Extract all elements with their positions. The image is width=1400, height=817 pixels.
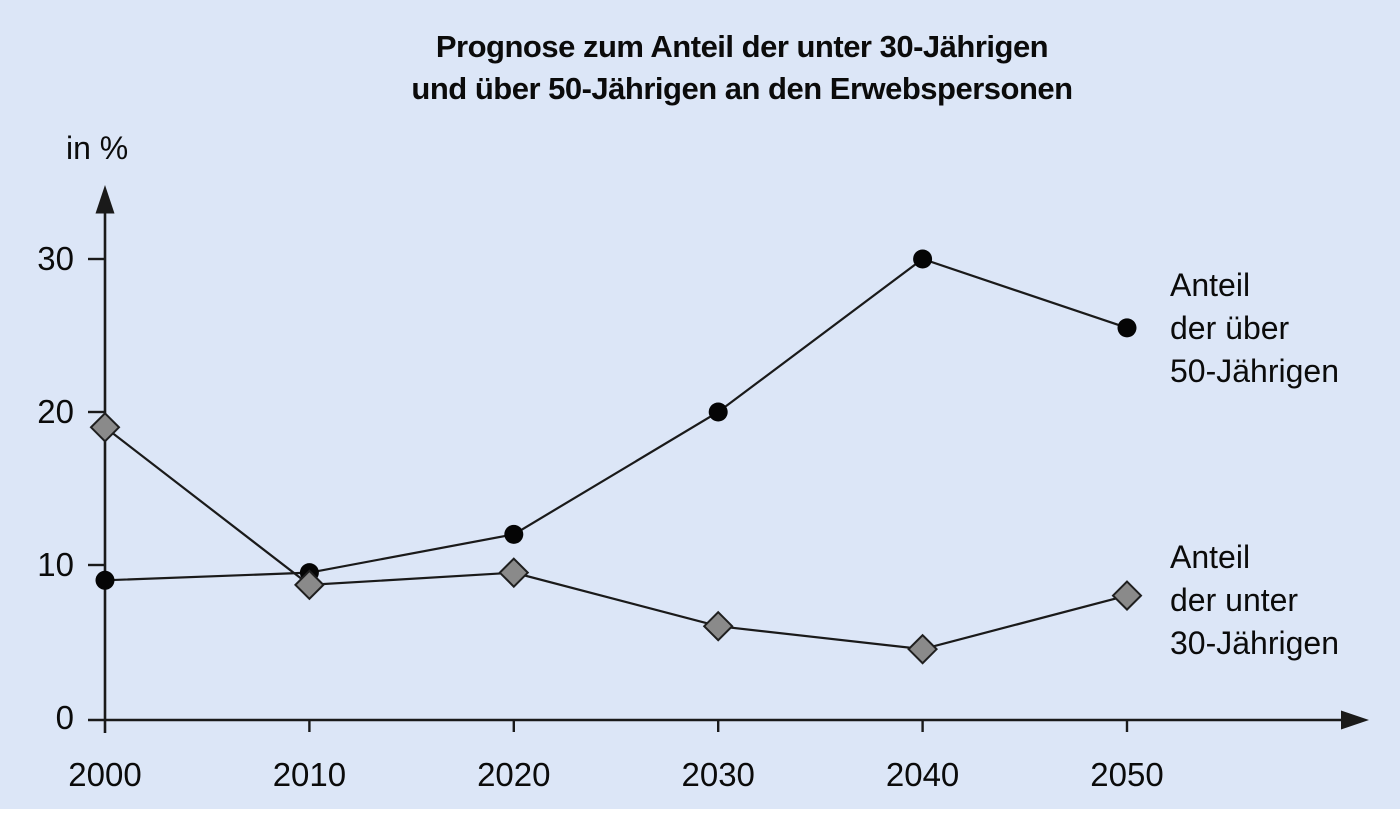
series-line-circle xyxy=(104,257,1128,582)
x-tick-label: 2030 xyxy=(681,756,754,793)
data-point-diamond xyxy=(1111,580,1143,612)
series-label-under30: Anteil der unter 30-Jährigen xyxy=(1170,536,1339,665)
y-axis-unit-label: in % xyxy=(66,130,129,166)
series-label-over50: Anteil der über 50-Jährigen xyxy=(1170,264,1339,393)
data-point-diamond xyxy=(498,557,530,589)
y-tick-label: 10 xyxy=(37,546,74,583)
series-label-over50-line2: der über xyxy=(1170,310,1290,346)
y-tick-label: 20 xyxy=(37,393,74,430)
data-point-circle xyxy=(1117,318,1137,338)
y-axis-arrow-icon xyxy=(95,185,115,214)
data-point-circle xyxy=(913,249,933,269)
data-point-circle xyxy=(708,402,728,422)
series-label-under30-line1: Anteil xyxy=(1170,539,1251,575)
series-label-over50-line3: 50-Jährigen xyxy=(1170,353,1339,389)
chart-title: Prognose zum Anteil der unter 30-Jährige… xyxy=(370,26,1114,110)
series-label-under30-line2: der unter xyxy=(1170,582,1299,618)
data-point-diamond xyxy=(293,569,325,601)
x-tick-label: 2010 xyxy=(273,756,346,793)
data-point-diamond xyxy=(702,610,734,642)
series-label-under30-line3: 30-Jährigen xyxy=(1170,625,1339,661)
data-point-circle xyxy=(95,570,115,590)
x-tick-label: 2000 xyxy=(68,756,141,793)
chart-title-line1: Prognose zum Anteil der unter 30-Jährige… xyxy=(435,29,1049,64)
data-point-diamond xyxy=(89,411,121,443)
x-tick-label: 2020 xyxy=(477,756,550,793)
x-tick-label: 2040 xyxy=(886,756,959,793)
series-label-over50-line1: Anteil xyxy=(1170,267,1251,303)
data-point-diamond xyxy=(907,633,939,665)
y-tick-label: 30 xyxy=(37,240,74,277)
chart-title-line2: und über 50-Jährigen an den Erwebsperson… xyxy=(411,71,1073,106)
x-axis-arrow-icon xyxy=(1341,710,1369,730)
series-line-diamond xyxy=(104,426,1128,651)
bottom-strip xyxy=(0,809,1400,817)
x-tick-label: 2050 xyxy=(1090,756,1163,793)
y-tick-label: 0 xyxy=(56,699,74,736)
data-point-circle xyxy=(504,524,524,544)
